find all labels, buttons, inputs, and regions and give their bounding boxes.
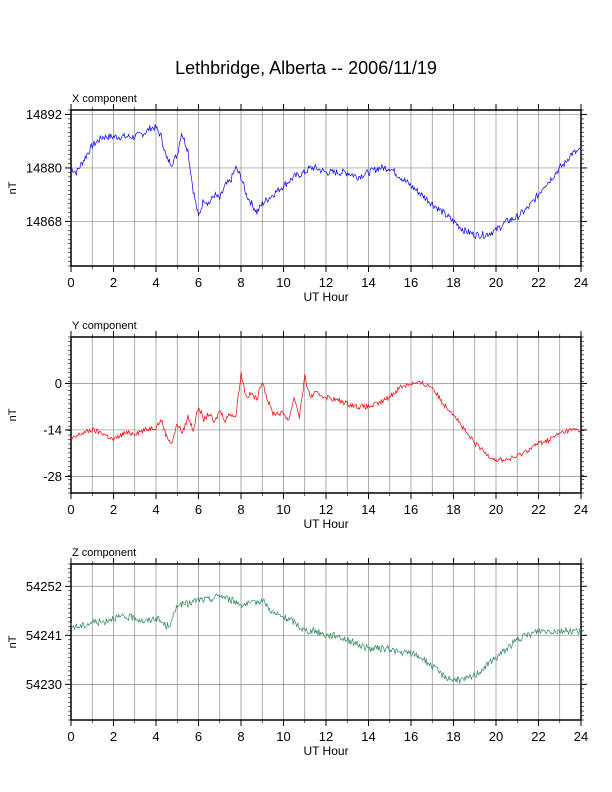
z-component-title: Z component	[72, 547, 136, 559]
x-xtick-label: 8	[237, 275, 244, 290]
z-xtick-label: 16	[404, 729, 418, 744]
x-xtick-label: 2	[110, 275, 117, 290]
z-xtick-label: 14	[361, 729, 375, 744]
x-xtick-label: 6	[195, 275, 202, 290]
y-x-axis-label: UT Hour	[303, 517, 348, 531]
y-plot-frame	[70, 336, 582, 494]
y-xtick-label: 24	[574, 502, 588, 517]
z-ytick-label: 54252	[26, 579, 62, 594]
x-x-axis-label: UT Hour	[303, 290, 348, 304]
z-xtick-label: 0	[67, 729, 74, 744]
x-xtick-label: 16	[404, 275, 418, 290]
x-xtick-label: 24	[574, 275, 588, 290]
x-ytick-label: 14880	[26, 160, 62, 175]
z-x-axis-label: UT Hour	[303, 744, 348, 758]
z-xtick-label: 12	[319, 729, 333, 744]
y-ytick-label: -14	[43, 422, 62, 437]
y-xtick-label: 20	[489, 502, 503, 517]
y-xtick-label: 12	[319, 502, 333, 517]
z-xtick-label: 8	[237, 729, 244, 744]
x-ytick-label: 14892	[26, 107, 62, 122]
y-xtick-label: 10	[276, 502, 290, 517]
x-ytick-label: 14868	[26, 214, 62, 229]
z-plot-frame	[70, 563, 582, 721]
x-xtick-label: 0	[67, 275, 74, 290]
z-xtick-label: 2	[110, 729, 117, 744]
y-xtick-label: 4	[152, 502, 159, 517]
y-xtick-label: 18	[446, 502, 460, 517]
x-xtick-label: 22	[531, 275, 545, 290]
z-xtick-label: 4	[152, 729, 159, 744]
x-xtick-label: 14	[361, 275, 375, 290]
z-ytick-label: 54230	[26, 677, 62, 692]
z-series-line-0	[70, 593, 582, 684]
y-xtick-label: 8	[237, 502, 244, 517]
y-component-title: Y component	[72, 320, 137, 332]
z-xtick-label: 10	[276, 729, 290, 744]
z-xtick-label: 20	[489, 729, 503, 744]
x-component-title: X component	[72, 93, 137, 105]
page-title: Lethbridge, Alberta -- 2006/11/19	[175, 58, 437, 78]
z-xtick-label: 18	[446, 729, 460, 744]
z-ytick-label: 54241	[26, 628, 62, 643]
x-xtick-label: 20	[489, 275, 503, 290]
y-ytick-label: -28	[43, 469, 62, 484]
z-y-axis-label: nT	[7, 635, 19, 648]
y-xtick-label: 14	[361, 502, 375, 517]
y-xtick-label: 6	[195, 502, 202, 517]
x-y-axis-label: nT	[7, 181, 19, 194]
x-series-line-0	[70, 124, 582, 240]
y-y-axis-label: nT	[7, 408, 19, 421]
y-xtick-label: 16	[404, 502, 418, 517]
y-xtick-label: 0	[67, 502, 74, 517]
y-xtick-label: 2	[110, 502, 117, 517]
y-ytick-label: 0	[55, 376, 62, 391]
z-xtick-label: 24	[574, 729, 588, 744]
x-xtick-label: 12	[319, 275, 333, 290]
y-series-line-0	[70, 371, 582, 464]
x-plot-frame	[70, 109, 582, 267]
z-xtick-label: 22	[531, 729, 545, 744]
x-xtick-label: 10	[276, 275, 290, 290]
x-xtick-label: 4	[152, 275, 159, 290]
x-xtick-label: 18	[446, 275, 460, 290]
z-xtick-label: 6	[195, 729, 202, 744]
y-xtick-label: 22	[531, 502, 545, 517]
